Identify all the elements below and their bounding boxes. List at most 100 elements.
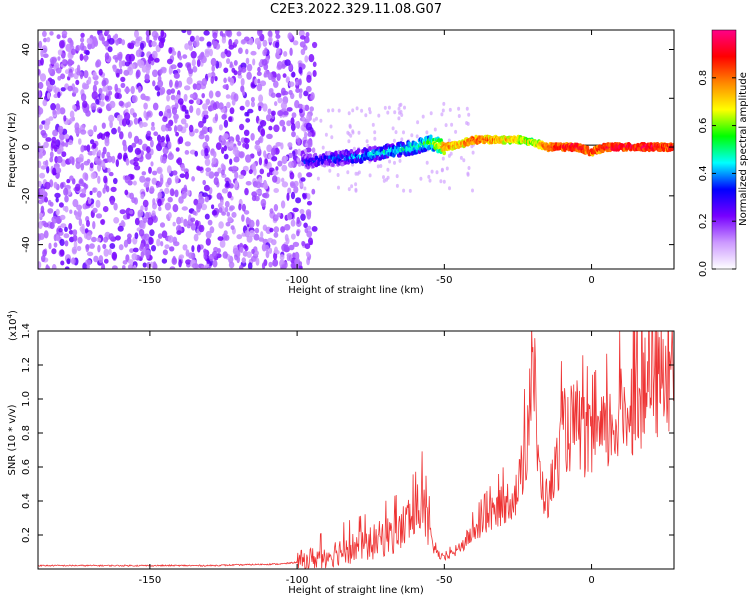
heatmap-cell <box>125 157 130 166</box>
heatmap-cell <box>97 163 101 172</box>
heatmap-cell <box>355 106 359 111</box>
heatmap-cell <box>100 219 105 225</box>
heatmap-cell <box>263 182 269 190</box>
heatmap-cell <box>377 113 381 118</box>
heatmap-cell <box>56 109 61 115</box>
heatmap-cell <box>191 245 195 253</box>
heatmap-cell <box>39 212 43 218</box>
heatmap-cell <box>199 36 205 42</box>
heatmap-cell <box>223 77 227 84</box>
heatmap-cell <box>255 219 260 227</box>
heatmap-cell <box>151 50 158 59</box>
heatmap-cell <box>223 119 229 128</box>
heatmap-cell <box>64 240 69 247</box>
heatmap-cell <box>64 205 69 213</box>
heatmap-cell <box>149 187 155 193</box>
heatmap-cell <box>371 122 375 127</box>
heatmap-cell <box>221 114 227 120</box>
heatmap-cell <box>393 160 396 165</box>
heatmap-cell <box>70 48 76 56</box>
heatmap-cell <box>162 147 169 155</box>
heatmap-cell <box>383 105 387 110</box>
heatmap-cell <box>275 92 282 98</box>
heatmap-cell <box>186 190 191 196</box>
heatmap-cell <box>177 62 183 68</box>
heatmap-cell <box>144 211 150 220</box>
heatmap-cell <box>130 42 135 49</box>
heatmap-cell <box>223 133 229 140</box>
heatmap-cell <box>215 142 222 151</box>
heatmap-cell <box>39 124 43 130</box>
heatmap-cell <box>180 118 187 125</box>
heatmap-cell <box>56 156 63 164</box>
signal-cell <box>368 146 372 151</box>
heatmap-cell <box>107 85 113 91</box>
heatmap-cell <box>272 259 279 267</box>
heatmap-cell <box>246 63 253 72</box>
heatmap-cell <box>368 173 372 178</box>
heatmap-cell <box>202 116 207 124</box>
heatmap-cell <box>149 148 154 156</box>
snr-ticks: -150 -100 -50 0 0.2 0.4 0.6 0.8 1.0 1.2 1.4 <box>21 323 674 586</box>
heatmap-cell <box>277 110 284 117</box>
heatmap-cell <box>245 154 252 163</box>
heatmap-cell <box>251 248 255 255</box>
heatmap-cell <box>152 261 157 269</box>
snr-series-line <box>38 331 674 569</box>
heatmap-cell <box>209 253 214 262</box>
heatmap-cell <box>112 64 117 73</box>
heatmap-cell <box>58 202 64 208</box>
colorbar-tick-label: 0.6 <box>698 118 709 134</box>
heatmap-cell <box>240 66 247 73</box>
x-tick-label: -100 <box>286 275 309 286</box>
heatmap-cell <box>40 165 47 170</box>
heatmap-cell <box>184 122 189 129</box>
heatmap-cell <box>306 140 313 148</box>
heatmap-cell <box>166 165 172 174</box>
heatmap-cell <box>69 209 73 214</box>
heatmap-cell <box>225 221 231 227</box>
heatmap-cell <box>291 131 296 138</box>
heatmap-cell <box>204 147 209 157</box>
heatmap-cell <box>93 80 99 86</box>
snr-x-axis-label: Height of straight line (km) <box>288 585 424 596</box>
chart-title: C2E3.2022.329.11.08.G07 <box>269 2 443 17</box>
heatmap-cell <box>42 99 48 107</box>
heatmap-cell <box>178 136 184 145</box>
heatmap-cell <box>368 107 371 112</box>
heatmap-cell <box>351 129 355 134</box>
heatmap-cell <box>77 157 84 163</box>
heatmap-cell <box>102 243 107 250</box>
heatmap-cell <box>257 78 261 84</box>
heatmap-cell <box>298 261 303 267</box>
heatmap-cell <box>98 255 104 264</box>
heatmap-cell <box>277 160 283 167</box>
heatmap-cell <box>179 173 186 178</box>
heatmap-cell <box>205 171 210 177</box>
heatmap-cell <box>245 181 252 186</box>
heatmap-cell <box>42 30 47 37</box>
heatmap-cell <box>169 79 173 88</box>
heatmap-cell <box>64 266 70 269</box>
heatmap-cell <box>273 124 280 133</box>
heatmap-cell <box>226 58 231 65</box>
heatmap-cell <box>298 78 302 86</box>
heatmap-cell <box>181 206 188 211</box>
heatmap-cell <box>150 161 154 167</box>
heatmap-cell <box>143 110 147 119</box>
heatmap-cell <box>304 55 309 63</box>
heatmap-cell <box>84 173 89 181</box>
heatmap-cell <box>441 156 445 161</box>
heatmap-cell <box>207 72 213 78</box>
heatmap-cell <box>80 42 85 51</box>
heatmap-cell <box>392 138 396 143</box>
heatmap-cell <box>160 124 167 132</box>
heatmap-cell <box>48 67 53 74</box>
heatmap-cell <box>306 200 313 206</box>
heatmap-cell <box>395 183 399 188</box>
heatmap-cell <box>200 149 205 157</box>
heatmap-cell <box>208 90 214 99</box>
heatmap-cell <box>201 265 205 269</box>
heatmap-cell <box>212 102 218 111</box>
heatmap-cell <box>447 138 451 143</box>
